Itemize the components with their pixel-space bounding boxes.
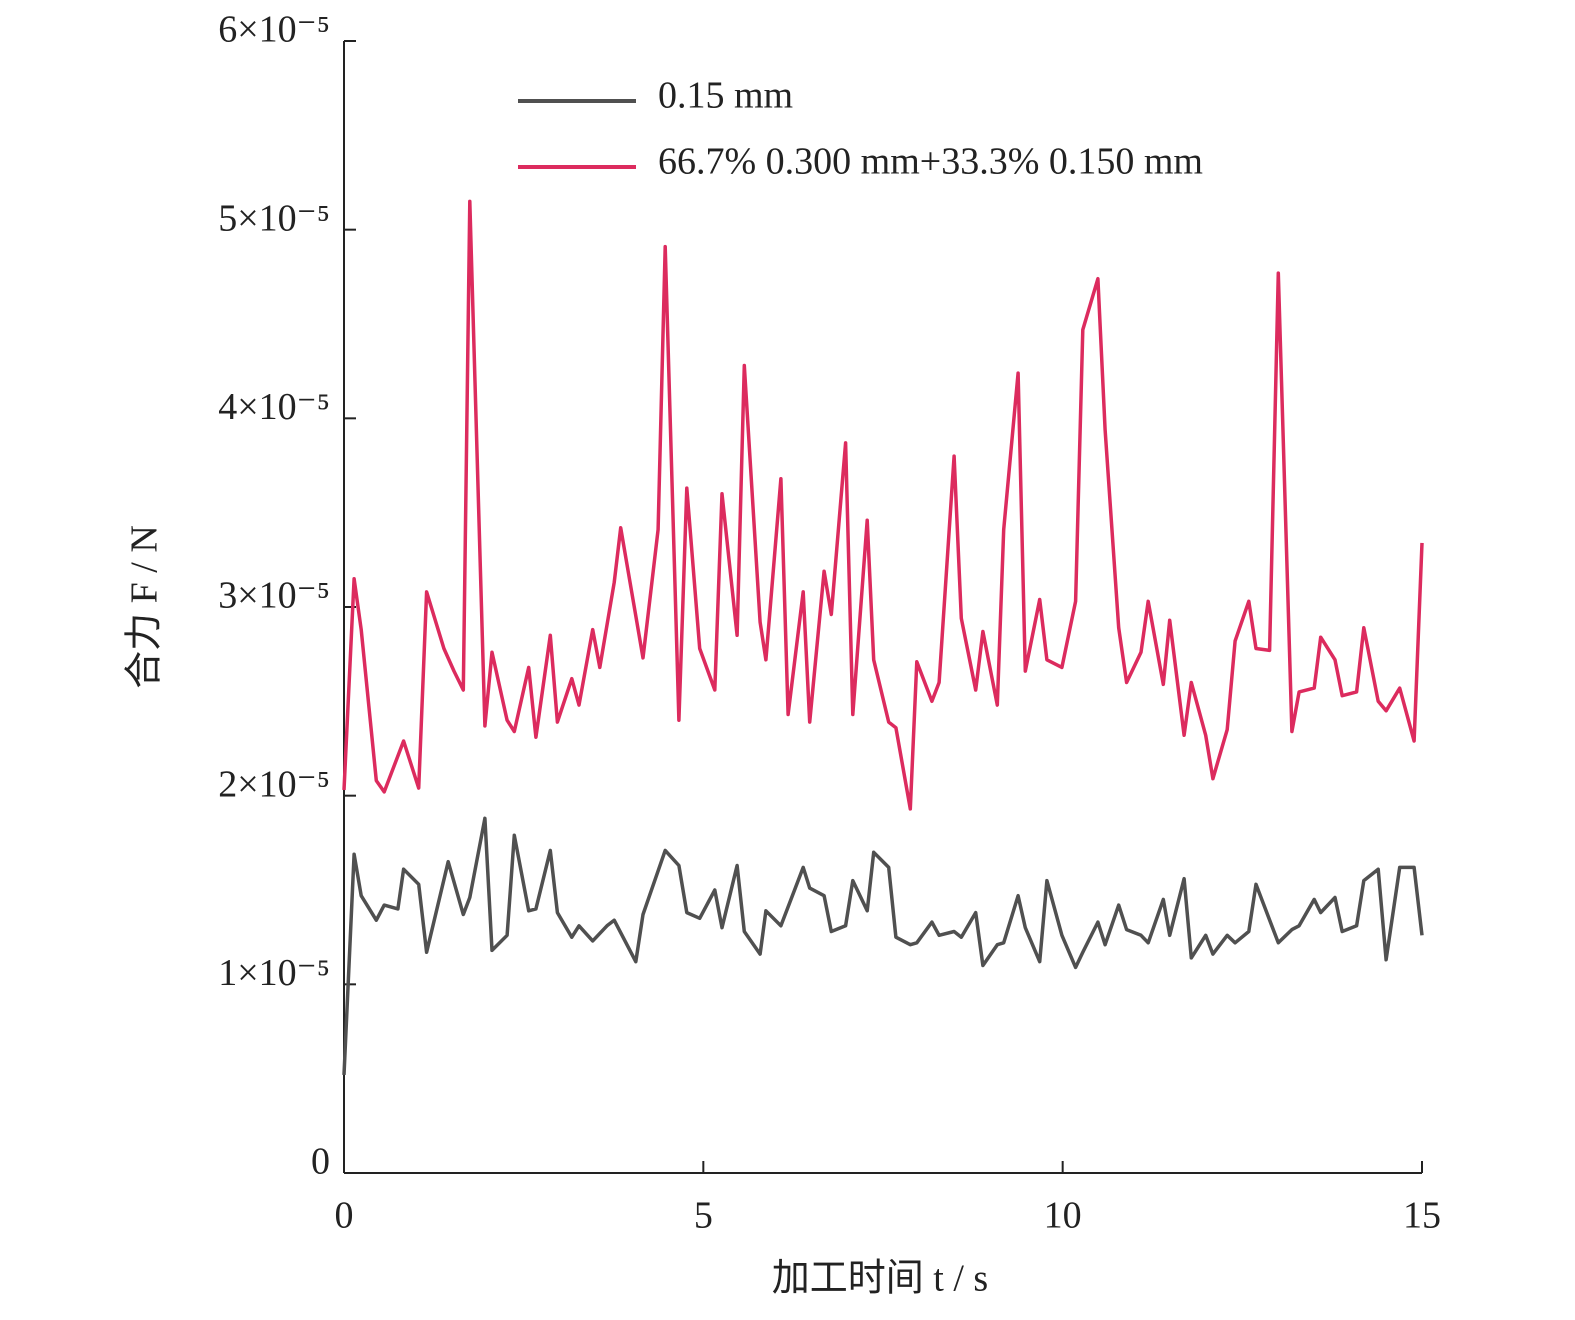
legend-label: 66.7% 0.300 mm+33.3% 0.150 mm xyxy=(658,141,1203,183)
y-tick-label: 4×10⁻⁵ xyxy=(218,386,330,428)
y-tick-label: 6×10⁻⁵ xyxy=(218,9,330,51)
x-tick-label: 10 xyxy=(1044,1195,1082,1237)
legend-label: 0.15 mm xyxy=(658,75,793,117)
series-line xyxy=(342,816,1424,1075)
x-tick-label: 15 xyxy=(1403,1195,1441,1237)
series-line xyxy=(342,199,1424,811)
y-tick-label: 0 xyxy=(311,1141,330,1183)
x-tick-label: 5 xyxy=(694,1195,713,1237)
x-axis-label: 加工时间 t / s xyxy=(772,1258,988,1300)
x-tick-label: 0 xyxy=(335,1195,354,1237)
y-tick-label: 5×10⁻⁵ xyxy=(218,197,330,239)
y-tick-label: 2×10⁻⁵ xyxy=(218,763,330,805)
y-axis-label: 合力 F / N xyxy=(124,525,166,689)
y-tick-label: 1×10⁻⁵ xyxy=(218,952,330,994)
y-tick-label: 3×10⁻⁵ xyxy=(218,575,330,617)
